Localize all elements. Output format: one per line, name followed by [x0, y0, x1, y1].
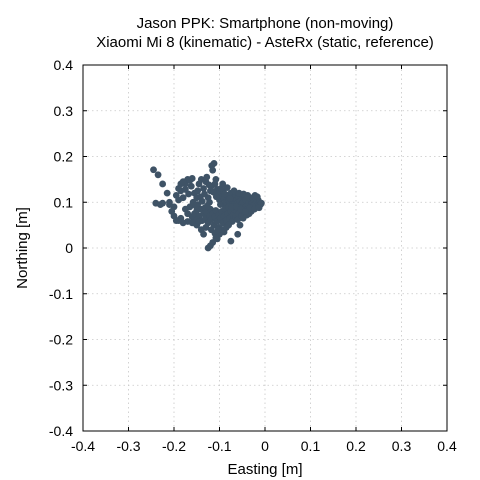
data-point [150, 166, 157, 174]
y-tick-label: 0 [65, 240, 73, 256]
data-point [225, 221, 233, 229]
data-point [200, 185, 207, 192]
data-point [159, 199, 167, 207]
data-point [253, 193, 261, 201]
data-points [150, 159, 265, 252]
data-point [212, 193, 220, 201]
data-point [185, 190, 192, 198]
data-point [192, 202, 200, 210]
data-point [203, 173, 211, 181]
y-tick-labels: -0.4 -0.3 -0.2 -0.1 0 0.1 0.2 0.3 0.4 [49, 57, 73, 439]
data-point [163, 189, 171, 197]
x-tick-label: 0.2 [346, 438, 366, 454]
y-tick-label: -0.3 [49, 377, 73, 393]
y-tick-label: -0.2 [49, 332, 73, 348]
data-point [212, 175, 220, 183]
data-point [202, 224, 210, 231]
x-tick-label: 0.4 [437, 438, 457, 454]
data-point [172, 191, 180, 199]
data-point [257, 199, 265, 207]
axis-ticks [82, 64, 448, 432]
y-tick-label: -0.1 [49, 286, 73, 302]
x-tick-label: 0.1 [301, 438, 321, 454]
chart-title: Jason PPK: Smartphone (non-moving) [137, 15, 394, 32]
data-point [209, 166, 217, 174]
data-point [205, 181, 213, 189]
y-tick-label: 0.2 [54, 149, 74, 165]
y-tick-label: 0.4 [54, 57, 74, 73]
data-point [179, 178, 187, 186]
data-point [188, 175, 196, 182]
data-point [236, 221, 244, 229]
data-point [226, 195, 234, 202]
x-tick-labels: -0.4 -0.3 -0.2 -0.1 0 0.1 0.2 0.3 0.4 [71, 438, 457, 454]
y-tick-label: -0.4 [49, 423, 73, 439]
x-tick-label: 0 [261, 438, 269, 454]
data-point [221, 190, 229, 198]
data-point [210, 159, 218, 167]
data-point [214, 226, 222, 234]
x-tick-label: -0.2 [162, 438, 186, 454]
x-tick-label: -0.1 [207, 438, 231, 454]
data-point [194, 187, 202, 195]
data-point [212, 234, 220, 242]
x-tick-label: -0.3 [116, 438, 140, 454]
chart-subtitle: Xiaomi Mi 8 (kinematic) - AsteRx (static… [96, 34, 434, 51]
data-point [175, 217, 182, 224]
data-point [219, 180, 227, 188]
data-point [159, 180, 167, 188]
x-tick-label: -0.4 [71, 438, 95, 454]
data-point [234, 230, 242, 238]
data-point [187, 182, 195, 190]
data-point [227, 237, 235, 245]
data-point [242, 208, 249, 215]
data-point [201, 190, 208, 198]
data-point [166, 201, 173, 208]
y-tick-label: 0.3 [54, 103, 74, 119]
data-point [200, 230, 207, 238]
y-tick-label: 0.1 [54, 194, 74, 210]
grid-lines [83, 65, 447, 431]
data-point [198, 197, 206, 205]
x-axis-label: Easting [m] [227, 461, 302, 478]
data-point [223, 184, 231, 192]
data-point [195, 218, 203, 225]
data-point [203, 202, 211, 210]
y-axis-label: Northing [m] [14, 207, 31, 289]
x-tick-label: 0.3 [392, 438, 412, 454]
data-point [154, 171, 162, 179]
